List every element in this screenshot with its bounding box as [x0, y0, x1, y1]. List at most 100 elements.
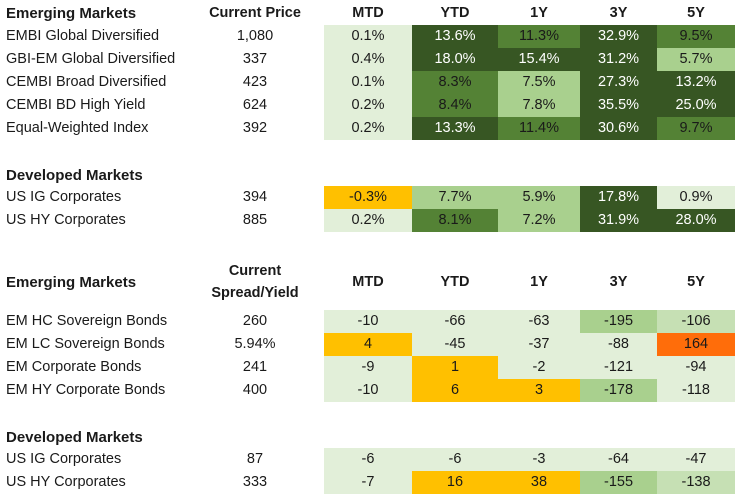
- column-header-ytd: YTD: [440, 5, 470, 21]
- cell-mtd: 0.1%: [324, 71, 412, 94]
- cell-1y: -37: [498, 333, 580, 356]
- section-header-developed-markets: Developed Markets: [6, 167, 143, 184]
- cell-5y: -47: [657, 448, 735, 471]
- cell-ytd: 1: [412, 356, 498, 379]
- row-label: EM HC Sovereign Bonds: [6, 313, 168, 329]
- column-header-spread-yield-line2: Spread/Yield: [211, 285, 299, 301]
- cell-ytd: 18.0%: [412, 48, 498, 71]
- column-header-mtd: MTD: [352, 5, 384, 21]
- cell-mtd: -7: [324, 471, 412, 494]
- cell-mtd: 4: [324, 333, 412, 356]
- cell-1y: -63: [498, 310, 580, 333]
- row-label: EM Corporate Bonds: [6, 359, 142, 375]
- cell-ytd: 8.4%: [412, 94, 498, 117]
- section-header-developed-markets-spreads: Developed Markets: [6, 429, 143, 446]
- cell-mtd: -10: [324, 379, 412, 402]
- cell-1y: 7.2%: [498, 209, 580, 232]
- cell-mtd: 0.4%: [324, 48, 412, 71]
- row-label: EMBI Global Diversified: [6, 28, 160, 44]
- cell-1y: 38: [498, 471, 580, 494]
- cell-mtd: -0.3%: [324, 186, 412, 209]
- cell-1y: 7.8%: [498, 94, 580, 117]
- cell-1y: 11.3%: [498, 25, 580, 48]
- cell-mtd: 0.2%: [324, 117, 412, 140]
- cell-5y: 9.7%: [657, 117, 735, 140]
- cell-5y: 9.5%: [657, 25, 735, 48]
- cell-ytd: -6: [412, 448, 498, 471]
- row-current-value: 5.94%: [234, 336, 276, 352]
- cell-1y: 5.9%: [498, 186, 580, 209]
- cell-ytd: 8.3%: [412, 71, 498, 94]
- cell-5y: 25.0%: [657, 94, 735, 117]
- row-current-value: 394: [242, 189, 268, 205]
- column-header-1y-spreads: 1Y: [530, 274, 548, 290]
- cell-ytd: 7.7%: [412, 186, 498, 209]
- column-header-3y: 3Y: [609, 5, 628, 21]
- row-current-value: 624: [242, 97, 268, 113]
- cell-mtd: -6: [324, 448, 412, 471]
- cell-3y: 35.5%: [580, 94, 657, 117]
- cell-3y: -178: [580, 379, 657, 402]
- column-header-current-price: Current Price: [209, 5, 301, 21]
- cell-1y: 7.5%: [498, 71, 580, 94]
- cell-3y: 27.3%: [580, 71, 657, 94]
- row-label: CEMBI Broad Diversified: [6, 74, 167, 90]
- cell-mtd: -10: [324, 310, 412, 333]
- column-header-1y: 1Y: [530, 5, 548, 21]
- cell-5y: -94: [657, 356, 735, 379]
- cell-3y: 17.8%: [580, 186, 657, 209]
- cell-5y: 28.0%: [657, 209, 735, 232]
- cell-5y: 5.7%: [657, 48, 735, 71]
- cell-1y: -3: [498, 448, 580, 471]
- row-label: GBI-EM Global Diversified: [6, 51, 176, 67]
- cell-1y: 11.4%: [498, 117, 580, 140]
- cell-3y: -155: [580, 471, 657, 494]
- cell-ytd: -45: [412, 333, 498, 356]
- row-current-value: 400: [242, 382, 268, 398]
- cell-5y: 13.2%: [657, 71, 735, 94]
- column-header-ytd-spreads: YTD: [440, 274, 470, 290]
- row-current-value: 1,080: [236, 28, 274, 44]
- cell-ytd: -66: [412, 310, 498, 333]
- row-current-value: 423: [242, 74, 268, 90]
- cell-ytd: 16: [412, 471, 498, 494]
- cell-1y: 3: [498, 379, 580, 402]
- row-label: US HY Corporates: [6, 212, 126, 228]
- row-label: EM HY Corporate Bonds: [6, 382, 166, 398]
- cell-3y: -88: [580, 333, 657, 356]
- row-label: EM LC Sovereign Bonds: [6, 336, 165, 352]
- cell-5y: 164: [657, 333, 735, 356]
- column-header-5y: 5Y: [687, 5, 705, 21]
- cell-mtd: 0.1%: [324, 25, 412, 48]
- row-label: Equal-Weighted Index: [6, 120, 149, 136]
- cell-3y: -64: [580, 448, 657, 471]
- column-header-current-spread-yield: Current Spread/Yield: [200, 260, 310, 304]
- cell-3y: -121: [580, 356, 657, 379]
- column-header-3y-spreads: 3Y: [609, 274, 628, 290]
- row-label: CEMBI BD High Yield: [6, 97, 146, 113]
- column-header-5y-spreads: 5Y: [687, 274, 705, 290]
- row-label: US HY Corporates: [6, 474, 126, 490]
- cell-3y: -195: [580, 310, 657, 333]
- row-current-value: 87: [246, 451, 264, 467]
- row-label: US IG Corporates: [6, 451, 122, 467]
- row-label: US IG Corporates: [6, 189, 122, 205]
- section-header-emerging-markets: Emerging Markets: [6, 5, 137, 22]
- cell-5y: 0.9%: [657, 186, 735, 209]
- cell-3y: 32.9%: [580, 25, 657, 48]
- cell-ytd: 13.3%: [412, 117, 498, 140]
- cell-5y: -118: [657, 379, 735, 402]
- cell-3y: 31.2%: [580, 48, 657, 71]
- cell-ytd: 13.6%: [412, 25, 498, 48]
- cell-1y: 15.4%: [498, 48, 580, 71]
- cell-3y: 31.9%: [580, 209, 657, 232]
- cell-mtd: 0.2%: [324, 209, 412, 232]
- row-current-value: 260: [242, 313, 268, 329]
- row-current-value: 392: [242, 120, 268, 136]
- cell-mtd: 0.2%: [324, 94, 412, 117]
- cell-mtd: -9: [324, 356, 412, 379]
- row-current-value: 337: [242, 51, 268, 67]
- cell-ytd: 8.1%: [412, 209, 498, 232]
- cell-1y: -2: [498, 356, 580, 379]
- column-header-current-line1: Current: [228, 263, 282, 279]
